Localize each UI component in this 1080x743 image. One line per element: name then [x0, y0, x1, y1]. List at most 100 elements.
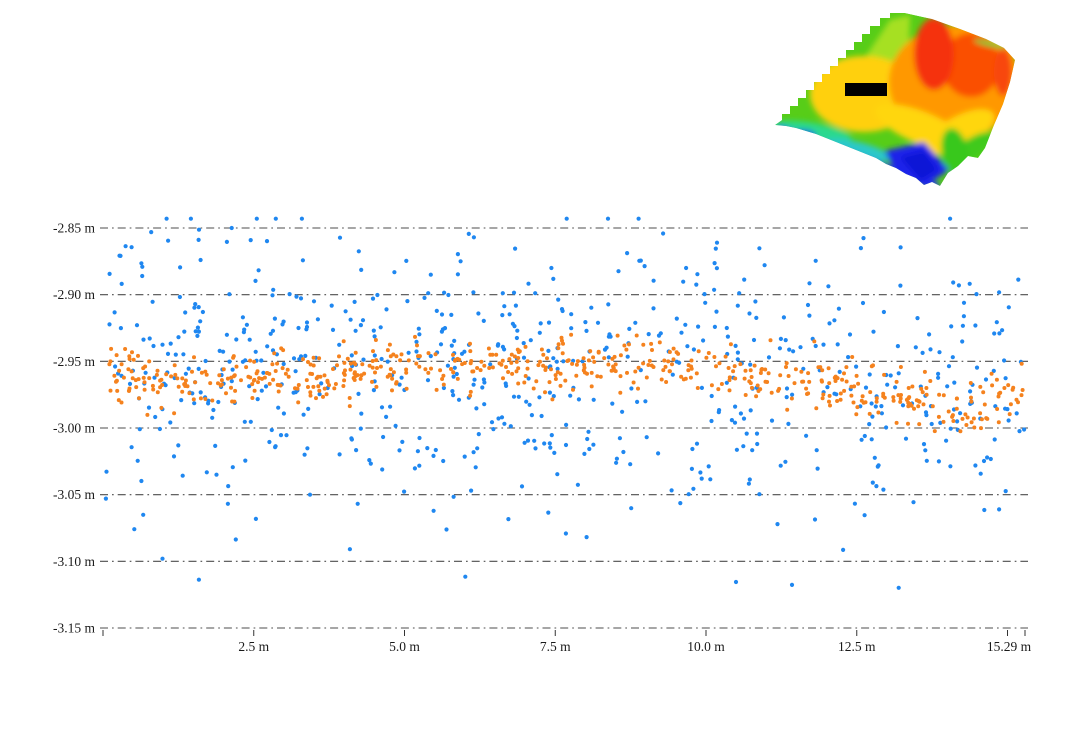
- scatter-point: [286, 374, 291, 379]
- scatter-point: [981, 458, 987, 464]
- scatter-point: [681, 279, 686, 284]
- scatter-point: [948, 216, 953, 221]
- scatter-point: [373, 338, 378, 342]
- scatter-point: [287, 292, 292, 297]
- scatter-point: [754, 431, 760, 436]
- scatter-point: [394, 380, 399, 385]
- scatter-point: [606, 302, 611, 307]
- scatter-point: [425, 446, 430, 451]
- scatter-point: [813, 258, 818, 263]
- scatter-point: [881, 394, 886, 399]
- scatter-point: [686, 368, 691, 373]
- scatter-point: [724, 380, 729, 385]
- scatter-point: [855, 405, 860, 410]
- scatter-point: [974, 292, 979, 297]
- scatter-point: [863, 385, 869, 390]
- scatter-point: [371, 328, 376, 333]
- scatter-point: [836, 306, 842, 311]
- scatter-point: [586, 429, 591, 434]
- scatter-point: [196, 227, 202, 232]
- scatter-point: [458, 259, 463, 264]
- scatter-point: [352, 370, 357, 375]
- scatter-point: [229, 385, 233, 390]
- scatter-point: [348, 317, 353, 322]
- scatter-point: [716, 387, 721, 392]
- scatter-point: [373, 370, 377, 375]
- scatter-point: [695, 272, 700, 277]
- scatter-point: [356, 391, 361, 396]
- scatter-point: [932, 429, 937, 434]
- scatter-point: [130, 350, 134, 355]
- scatter-point: [969, 399, 974, 404]
- scatter-point: [799, 369, 804, 374]
- scatter-point: [786, 374, 791, 378]
- scatter-point: [881, 487, 886, 492]
- scatter-point: [296, 325, 301, 331]
- scatter-point: [180, 376, 185, 381]
- scatter-point: [614, 456, 620, 461]
- scatter-point: [360, 318, 366, 323]
- scatter-point: [307, 492, 313, 497]
- scatter-point: [574, 362, 579, 367]
- scatter-point: [978, 384, 983, 389]
- x-tick-label: 10.0 m: [687, 639, 725, 654]
- scatter-point: [546, 320, 552, 325]
- scatter-point: [628, 462, 633, 467]
- scatter-point: [971, 416, 976, 421]
- scatter-point: [252, 388, 257, 393]
- scatter-point: [142, 387, 147, 392]
- scatter-point: [370, 379, 374, 384]
- scatter-point: [217, 348, 222, 353]
- scatter-point: [982, 507, 987, 513]
- scatter-point: [522, 380, 527, 385]
- scatter-point: [606, 362, 611, 367]
- scatter-point: [119, 400, 124, 405]
- scatter-point: [523, 374, 528, 378]
- scatter-point: [569, 312, 574, 317]
- scatter-point: [151, 387, 156, 392]
- scatter-point: [712, 324, 718, 329]
- scatter-point: [828, 403, 832, 408]
- scatter-point: [446, 292, 451, 298]
- scatter-point: [807, 281, 812, 286]
- scatter-point: [750, 448, 755, 453]
- scatter-point: [778, 373, 783, 378]
- scatter-point: [860, 300, 866, 306]
- scatter-point: [903, 436, 909, 441]
- scatter-point: [198, 257, 203, 263]
- scatter-point: [151, 343, 156, 349]
- scatter-point: [688, 375, 693, 380]
- surface-map-inset: [775, 13, 1015, 186]
- scatter-point: [737, 291, 742, 296]
- scatter-point: [451, 352, 455, 357]
- scatter-point: [132, 527, 137, 532]
- scatter-point: [879, 404, 884, 409]
- y-tick-label: -3.10 m: [53, 554, 95, 569]
- scatter-point: [347, 396, 352, 400]
- scatter-point: [559, 307, 565, 312]
- scatter-point: [552, 450, 557, 455]
- scatter-point: [636, 365, 641, 370]
- scatter-point: [367, 363, 372, 368]
- scatter-point: [352, 299, 357, 304]
- scatter-point: [216, 399, 221, 405]
- scatter-point: [229, 375, 234, 380]
- scatter-point: [494, 352, 499, 357]
- scatter-point: [896, 371, 901, 376]
- scatter-point: [945, 384, 950, 389]
- y-tick-label: -3.15 m: [53, 621, 95, 636]
- scatter-point: [399, 375, 404, 380]
- scatter-point: [727, 378, 732, 383]
- scatter-point: [958, 429, 963, 434]
- scatter-point: [854, 412, 859, 417]
- scatter-point: [723, 354, 728, 359]
- scatter-point: [367, 458, 372, 463]
- scatter-point: [502, 304, 507, 309]
- scatter-point: [308, 393, 313, 398]
- scatter-point: [390, 388, 394, 393]
- scatter-point: [499, 415, 505, 420]
- scatter-point: [198, 319, 203, 324]
- gridlines: [100, 227, 1028, 629]
- scatter-point: [946, 409, 951, 414]
- scatter-point: [267, 439, 272, 445]
